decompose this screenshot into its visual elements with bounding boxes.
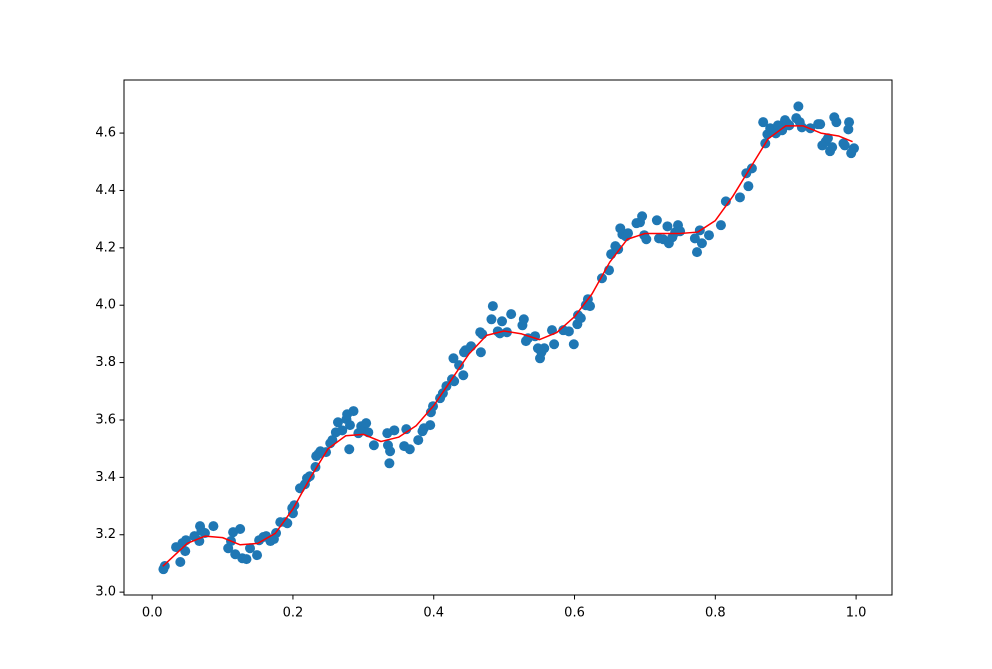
scatter-point — [344, 444, 355, 455]
scatter-point — [689, 233, 700, 244]
scatter-point — [585, 301, 596, 312]
scatter-point — [575, 313, 586, 324]
scatter-point — [703, 230, 714, 241]
x-tick-label: 0.2 — [283, 606, 304, 621]
scatter-point — [518, 314, 529, 325]
scatter-point — [175, 557, 186, 568]
scatter-point — [839, 140, 850, 151]
y-tick-label: 3.4 — [95, 470, 116, 485]
scatter-point — [549, 339, 560, 350]
scatter-point — [486, 314, 497, 325]
scatter-point — [651, 215, 662, 226]
scatter-point — [539, 343, 550, 354]
x-tick-label: 0.6 — [564, 606, 585, 621]
scatter-point — [425, 420, 436, 431]
scatter-point — [822, 133, 833, 144]
scatter-point — [487, 301, 498, 312]
scatter-point — [827, 142, 838, 153]
scatter-point — [235, 524, 246, 535]
scatter-point — [344, 420, 355, 431]
scatter-point — [252, 550, 263, 561]
scatter-point — [662, 221, 673, 232]
y-tick-label: 4.2 — [95, 240, 116, 255]
scatter-point — [401, 424, 412, 435]
scatter-point — [477, 329, 488, 340]
scatter-point — [623, 228, 634, 239]
x-tick-label: 0.4 — [423, 606, 444, 621]
scatter-point — [563, 326, 574, 337]
scatter-point — [848, 143, 859, 154]
y-tick-label: 3.0 — [95, 585, 116, 600]
scatter-point — [241, 554, 252, 565]
scatter-point — [641, 234, 652, 245]
scatter-point — [208, 521, 219, 532]
scatter-point — [843, 124, 854, 135]
scatter-point — [332, 417, 343, 428]
scatter-point — [282, 518, 293, 529]
scatter-point — [454, 360, 465, 371]
scatter-point — [413, 435, 424, 446]
x-tick-label: 1.0 — [846, 606, 867, 621]
scatter-point — [675, 226, 686, 237]
x-tick-label: 0.0 — [142, 606, 163, 621]
scatter-point — [758, 117, 769, 128]
scatter-point — [720, 196, 731, 207]
scatter-point — [777, 125, 788, 136]
scatter-point — [746, 163, 757, 174]
scatter-point — [245, 543, 256, 554]
scatter-point — [348, 406, 359, 417]
scatter-point — [734, 192, 745, 203]
scatter-point — [159, 561, 170, 572]
scatter-point — [337, 425, 348, 436]
scatter-point — [796, 122, 807, 133]
scatter-point — [287, 508, 298, 519]
scatter-point — [368, 440, 379, 451]
plot-area — [158, 101, 859, 575]
x-tick-label: 0.8 — [705, 606, 726, 621]
scatter-point — [831, 117, 842, 128]
scatter-point — [715, 220, 726, 231]
scatter-point — [497, 316, 508, 327]
scatter-point — [458, 370, 469, 381]
y-tick-label: 3.6 — [95, 412, 116, 427]
scatter-point — [568, 339, 579, 350]
axes-frame — [123, 79, 893, 596]
y-tick-label: 3.8 — [95, 355, 116, 370]
scatter-point — [793, 101, 804, 112]
scatter-point — [194, 536, 205, 547]
scatter-point — [448, 353, 459, 364]
fit-line — [162, 125, 853, 567]
scatter-point — [475, 347, 486, 358]
scatter-point — [389, 425, 400, 436]
scatter-point — [384, 458, 395, 469]
scatter-point — [385, 446, 396, 457]
scatter-point — [696, 238, 707, 249]
scatter-point — [199, 528, 210, 539]
y-tick-label: 4.6 — [95, 126, 116, 141]
y-tick-label: 4.4 — [95, 183, 116, 198]
scatter-point — [327, 435, 338, 446]
scatter-point — [815, 119, 826, 130]
scatter-point — [637, 211, 648, 222]
y-tick-label: 4.0 — [95, 298, 116, 313]
scatter-point — [404, 444, 415, 455]
scatter-point — [466, 341, 477, 352]
scatter-point — [506, 309, 517, 320]
scatter-point — [361, 418, 372, 429]
scatter-point — [743, 181, 754, 192]
scatter-point — [844, 117, 855, 128]
y-tick-label: 3.2 — [95, 527, 116, 542]
scatter-point — [692, 247, 703, 258]
